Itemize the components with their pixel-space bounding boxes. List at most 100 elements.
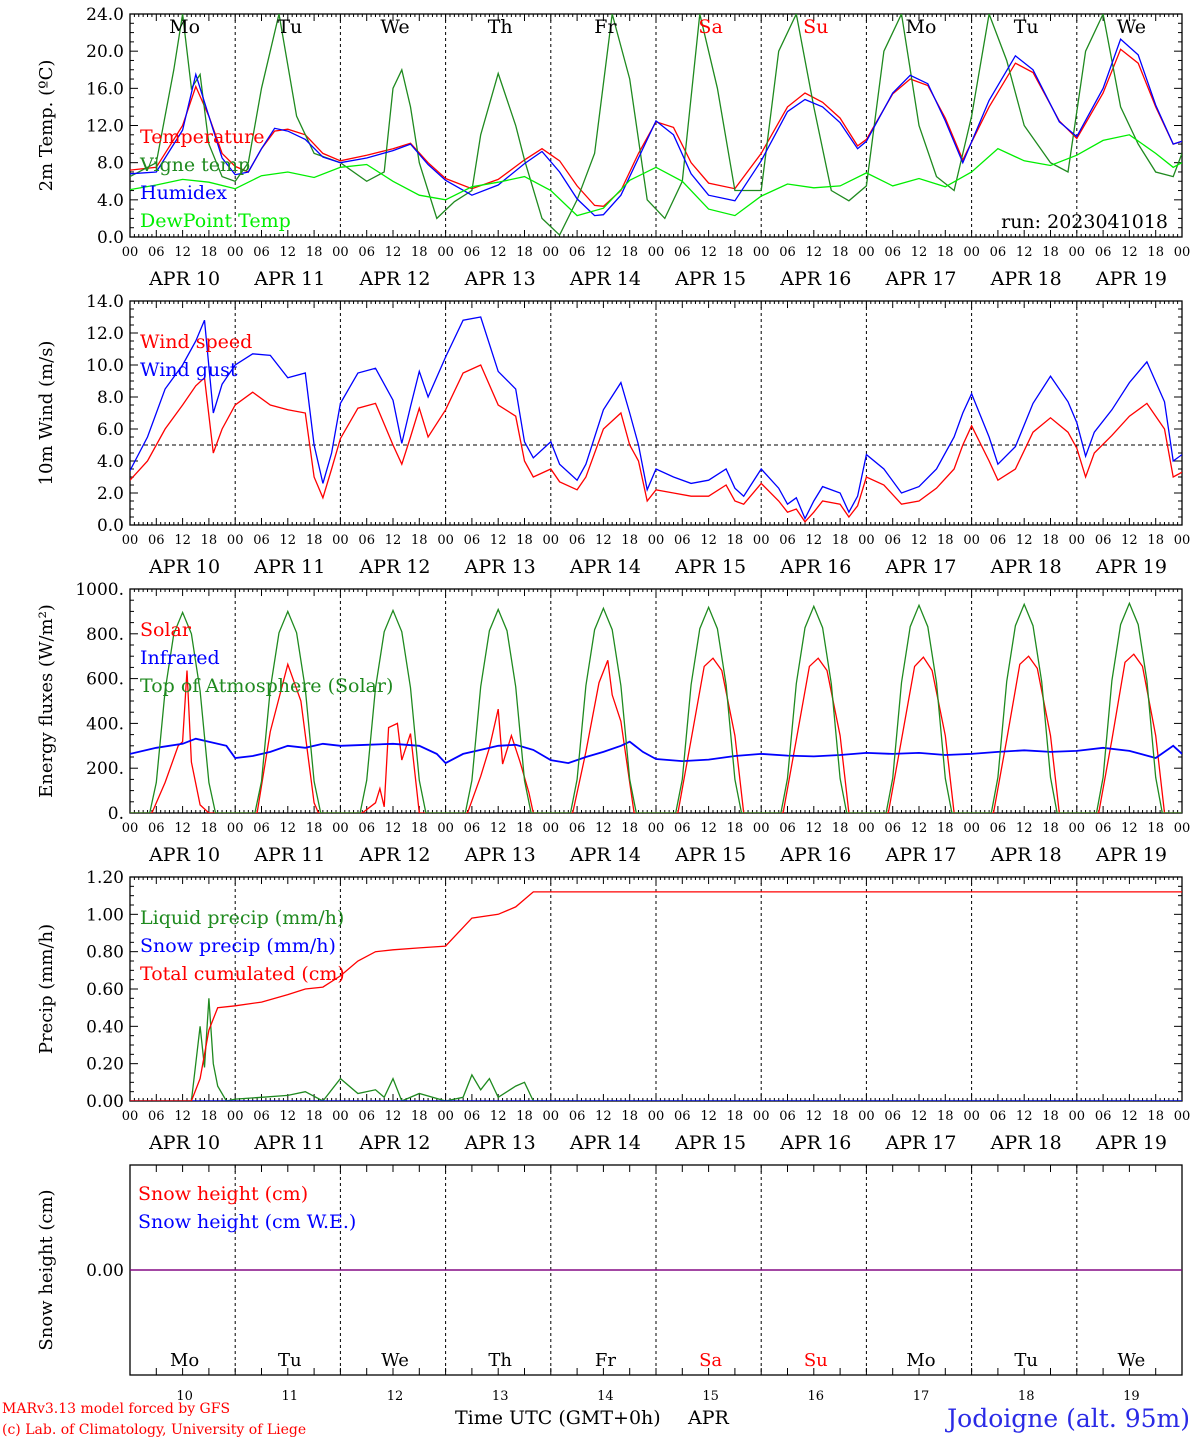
series-line-wind-speed xyxy=(130,364,1182,523)
x-tick-label: 00 xyxy=(753,533,770,548)
x-day-label: APR 17 xyxy=(884,556,956,578)
x-tick-label: 18 xyxy=(937,1109,954,1124)
x-tick-label: 06 xyxy=(148,533,165,548)
x-day-label: APR 17 xyxy=(884,844,956,866)
y-tick-label: 0. xyxy=(108,804,124,824)
y-tick-label: 1000. xyxy=(75,580,124,600)
x-day-label: APR 14 xyxy=(569,556,641,578)
x-tick-label: 18 xyxy=(201,245,218,260)
x-tick-label: 06 xyxy=(990,821,1007,836)
series-line-temperature xyxy=(130,48,1182,207)
y-tick-label: 20.0 xyxy=(86,42,124,62)
x-tick-label: 00 xyxy=(332,245,349,260)
weekday-label: Su xyxy=(803,16,828,38)
x-tick-label: 06 xyxy=(674,533,691,548)
x-tick-label: 00 xyxy=(543,533,560,548)
x-tick-label: 06 xyxy=(990,245,1007,260)
x-tick-label: 12 xyxy=(280,245,297,260)
weekday-label: Th xyxy=(488,16,513,38)
y-tick-label: 0.20 xyxy=(86,1055,124,1075)
x-tick-label: 18 xyxy=(727,821,744,836)
x-day-label: APR 14 xyxy=(569,268,641,290)
x-tick-label: 12 xyxy=(280,533,297,548)
panel-frame xyxy=(129,588,1183,814)
x-tick-label: 12 xyxy=(911,1109,928,1124)
x-day-label: APR 16 xyxy=(779,556,851,578)
series-line-liquid-precip-mm-h- xyxy=(130,998,1182,1101)
x-day-label: APR 19 xyxy=(1095,1132,1167,1154)
x-day-label: APR 10 xyxy=(148,844,220,866)
x-tick-label: 12 xyxy=(1016,533,1033,548)
x-tick-label: 00 xyxy=(753,821,770,836)
y-tick-label: 10.0 xyxy=(86,356,124,376)
x-tick-label: 18 xyxy=(411,533,428,548)
series-line-vigne-temp xyxy=(130,14,1182,237)
weekday-label: Mo xyxy=(906,16,937,38)
y-tick-label: 0.60 xyxy=(86,980,124,1000)
y-tick-label: 6.0 xyxy=(97,420,124,440)
series-line-infrared xyxy=(130,737,1182,765)
y-tick-label: 2.0 xyxy=(97,484,124,504)
x-tick-label: 00 xyxy=(437,821,454,836)
x-tick-label: 18 xyxy=(306,533,323,548)
x-day-label: APR 19 xyxy=(1095,844,1167,866)
y-tick-label: 14.0 xyxy=(86,292,124,312)
x-day-label: APR 14 xyxy=(569,844,641,866)
x-tick-label: 12 xyxy=(280,821,297,836)
x-tick-label: 00 xyxy=(963,533,980,548)
y-tick-label: 0.0 xyxy=(97,228,124,248)
date-label: 13 xyxy=(492,1389,509,1404)
series-line-dewpoint-temp xyxy=(130,134,1182,217)
x-tick-label: 18 xyxy=(516,1109,533,1124)
y-tick-label: 4.0 xyxy=(97,452,124,472)
x-tick-label: 18 xyxy=(1042,1109,1059,1124)
x-tick-label: 00 xyxy=(122,533,139,548)
x-tick-label: 06 xyxy=(358,533,375,548)
weekday-label: Tu xyxy=(1014,1350,1038,1371)
x-day-label: APR 12 xyxy=(358,268,430,290)
y-tick-label: 400. xyxy=(86,714,124,734)
x-tick-label: 00 xyxy=(332,821,349,836)
x-day-label: APR 15 xyxy=(674,556,746,578)
y-tick-label: 0.80 xyxy=(86,943,124,963)
x-day-label: APR 11 xyxy=(253,844,325,866)
x-tick-label: 18 xyxy=(621,821,638,836)
x-tick-label: 12 xyxy=(1016,821,1033,836)
x-tick-label: 12 xyxy=(806,245,823,260)
x-tick-label: 06 xyxy=(358,245,375,260)
weekday-label: We xyxy=(1118,1350,1146,1371)
x-tick-label: 00 xyxy=(648,821,665,836)
x-tick-label: 00 xyxy=(648,245,665,260)
x-day-label: APR 11 xyxy=(253,556,325,578)
y-tick-label: 1.20 xyxy=(86,868,124,888)
x-tick-label: 00 xyxy=(858,1109,875,1124)
x-tick-label: 00 xyxy=(122,821,139,836)
x-tick-label: 12 xyxy=(595,245,612,260)
x-day-label: APR 15 xyxy=(674,844,746,866)
x-tick-label: 00 xyxy=(648,1109,665,1124)
x-tick-label: 06 xyxy=(569,245,586,260)
x-day-label: APR 16 xyxy=(779,1132,851,1154)
x-tick-label: 06 xyxy=(253,245,270,260)
x-day-label: APR 15 xyxy=(674,1132,746,1154)
y-tick-label: 4.0 xyxy=(97,191,124,211)
x-tick-label: 00 xyxy=(753,245,770,260)
x-tick-label: 06 xyxy=(569,533,586,548)
x-tick-label: 12 xyxy=(1121,533,1138,548)
x-tick-label: 18 xyxy=(727,245,744,260)
y-tick-label: 1.00 xyxy=(86,905,124,925)
x-tick-label: 12 xyxy=(1121,821,1138,836)
weekday-label: Tu xyxy=(1014,16,1039,38)
x-tick-label: 00 xyxy=(1069,533,1086,548)
x-tick-label: 06 xyxy=(148,821,165,836)
x-tick-label: 12 xyxy=(911,245,928,260)
x-day-label: APR 13 xyxy=(464,844,536,866)
x-tick-label: 12 xyxy=(700,821,717,836)
x-tick-label: 00 xyxy=(122,245,139,260)
x-tick-label: 12 xyxy=(1121,245,1138,260)
series-lines xyxy=(130,14,1182,1271)
y-tick-label: 200. xyxy=(86,759,124,779)
weekday-label: Fr xyxy=(594,16,617,38)
x-day-label: APR 10 xyxy=(148,1132,220,1154)
